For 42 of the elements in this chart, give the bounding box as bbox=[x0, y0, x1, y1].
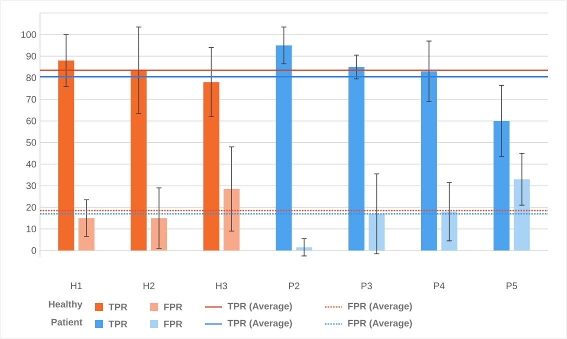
bar bbox=[130, 70, 147, 251]
bar bbox=[421, 71, 437, 251]
y-tick-label: 10 bbox=[26, 226, 36, 232]
y-tick-label: 0 bbox=[32, 247, 36, 254]
bar bbox=[441, 212, 458, 251]
y-tick-label: 90 bbox=[26, 52, 36, 60]
y-tick-label: 60 bbox=[26, 118, 36, 124]
x-tick-label: P4 bbox=[434, 282, 445, 290]
y-tick-label: 70 bbox=[26, 96, 36, 103]
x-tick-label: P5 bbox=[506, 282, 518, 290]
bar bbox=[276, 45, 292, 251]
y-tick-label: 50 bbox=[26, 139, 36, 146]
x-tick-label: H1 bbox=[71, 282, 82, 290]
y-tick-label: 20 bbox=[26, 204, 36, 211]
bar bbox=[58, 60, 74, 251]
bar bbox=[368, 214, 385, 251]
legend-label: FPR bbox=[164, 304, 182, 310]
x-tick-label: P3 bbox=[362, 282, 372, 290]
bar bbox=[348, 66, 364, 251]
legend-label: FPR (Average) bbox=[348, 302, 412, 312]
text: Patient bbox=[52, 318, 82, 326]
bar bbox=[224, 188, 240, 251]
legend-label: TPR (Average) bbox=[228, 302, 292, 312]
x-tick-label: H3 bbox=[216, 282, 228, 290]
y-tick-label: 30 bbox=[26, 182, 36, 190]
y-tick-label: 40 bbox=[26, 160, 36, 168]
text: Healthy bbox=[48, 300, 82, 310]
bar bbox=[296, 247, 312, 251]
bar bbox=[514, 179, 530, 251]
x-tick-label: P2 bbox=[288, 282, 300, 290]
y-tick-label: 100 bbox=[21, 31, 36, 38]
bar bbox=[494, 120, 510, 251]
legend-label: FPR bbox=[164, 320, 182, 328]
y-tick-label: 80 bbox=[26, 74, 36, 82]
legend-label: TPR (Average) bbox=[228, 320, 292, 328]
x-tick-label: H2 bbox=[144, 282, 154, 290]
bar bbox=[151, 218, 167, 251]
legend-label: FPR (Average) bbox=[348, 320, 412, 328]
legend-label: TPR bbox=[108, 320, 128, 328]
legend-label: TPR bbox=[108, 304, 128, 310]
bar bbox=[78, 218, 94, 251]
bar bbox=[203, 82, 220, 251]
